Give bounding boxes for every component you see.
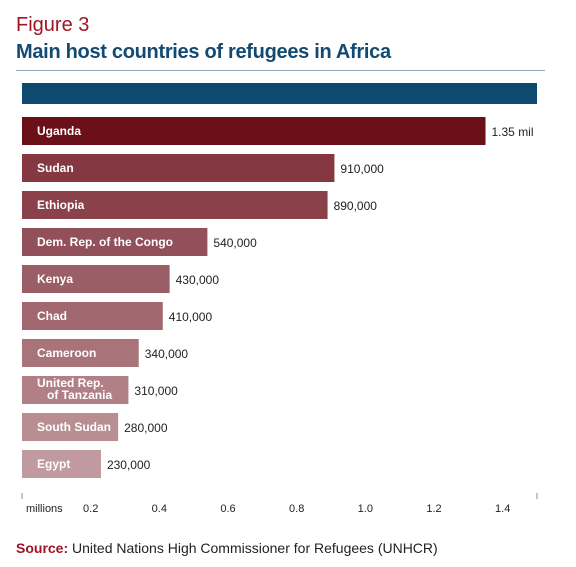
value-label: 340,000 <box>145 347 189 361</box>
category-label: Kenya <box>37 272 73 286</box>
bar <box>22 339 139 367</box>
value-label: 230,000 <box>107 458 151 472</box>
x-tick-label: 1.0 <box>358 503 373 515</box>
bar <box>22 413 119 441</box>
x-axis-label: millions <box>26 503 63 515</box>
bar <box>22 228 208 256</box>
bar <box>22 450 101 478</box>
x-tick-label: 0.4 <box>152 503 167 515</box>
x-tick-label: 1.2 <box>426 503 441 515</box>
x-tick-label: 0.8 <box>289 503 304 515</box>
value-label: 1.35 mil <box>492 125 534 139</box>
chart-header-band <box>22 83 537 104</box>
bar <box>22 154 335 182</box>
category-label: Chad <box>37 309 67 323</box>
x-tick-label: 0.6 <box>220 503 235 515</box>
category-label: Uganda <box>37 124 81 138</box>
source-text: United Nations High Commissioner for Ref… <box>72 540 438 556</box>
category-label: South Sudan <box>37 420 111 434</box>
category-label: United Rep. of Tanzania <box>37 376 112 402</box>
value-label: 310,000 <box>134 384 178 398</box>
category-label: Egypt <box>37 457 70 471</box>
category-label: Ethiopia <box>37 198 85 212</box>
bar <box>22 191 328 219</box>
value-label: 540,000 <box>213 236 257 250</box>
figure-label: Figure 3 <box>16 14 90 36</box>
bar <box>22 265 170 293</box>
bar <box>22 117 486 145</box>
x-tick-label: 1.4 <box>495 503 510 515</box>
value-label: 410,000 <box>169 310 213 324</box>
value-label: 890,000 <box>334 199 378 213</box>
chart-title: Main host countries of refugees in Afric… <box>16 41 391 63</box>
bar <box>22 302 163 330</box>
source-label: Source: <box>16 540 69 556</box>
value-label: 430,000 <box>176 273 220 287</box>
category-label: Dem. Rep. of the Congo <box>37 235 173 249</box>
source-note: Source: United Nations High Commissioner… <box>16 540 438 556</box>
bar <box>22 376 129 404</box>
bar-chart: Uganda 1.35 mil Sudan 910,000 Ethiopia 890,00… <box>21 83 538 515</box>
x-axis: millions 0.2 0.4 0.6 0.8 1.0 1.2 1.4 <box>21 493 538 515</box>
value-label: 280,000 <box>124 421 168 435</box>
title-divider <box>16 70 545 71</box>
category-label: Sudan <box>37 161 74 175</box>
x-tick-label: 0.2 <box>83 503 98 515</box>
bars-group: Uganda 1.35 mil Sudan 910,000 Ethiopia 890,00… <box>22 117 534 478</box>
category-label: Cameroon <box>37 346 96 360</box>
value-label: 910,000 <box>340 162 384 176</box>
